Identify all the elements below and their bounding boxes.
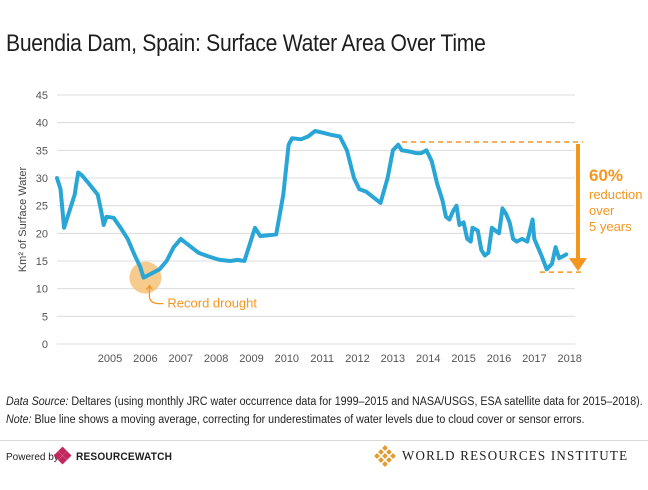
x-tick-label: 2018 [557,353,581,365]
resourcewatch-logo-icon[interactable] [54,447,72,465]
wri-logo-icon[interactable] [374,445,396,467]
reduction-arrowhead [569,258,587,272]
y-tick-label: 25 [36,201,48,213]
wri-wordmark[interactable]: WORLD RESOURCES INSTITUTE [402,449,629,464]
x-axis-ticks: 2005 2006 2007 2008 2009 2010 2011 2012 2013 2014… [98,353,582,365]
drought-leader-line [148,285,164,305]
x-tick-label: 2012 [345,353,369,365]
y-tick-label: 5 [42,311,48,323]
reduction-percent: 60% [589,166,623,185]
record-drought-annotation: Record drought [145,284,257,311]
y-tick-label: 30 [36,173,48,185]
data-source-line: Data Source: Deltares (using monthly JRC… [6,396,643,408]
powered-by-label: Powered by [6,452,59,463]
y-tick-label: 35 [36,145,48,157]
drought-arrowhead [145,284,153,290]
x-tick-label: 2007 [169,353,193,365]
y-axis-ticks: 0 5 10 15 20 25 30 35 40 45 [36,90,48,351]
x-tick-label: 2011 [310,353,334,365]
chart-title: Buendia Dam, Spain: Surface Water Area O… [6,30,486,57]
x-tick-label: 2015 [451,353,475,365]
x-tick-label: 2009 [239,353,263,365]
y-tick-label: 40 [36,118,48,130]
x-tick-label: 2008 [204,353,228,365]
y-tick-label: 45 [36,90,48,102]
series-line [55,129,569,280]
footer-divider [0,440,648,441]
y-tick-label: 20 [36,228,48,240]
y-tick-label: 10 [36,284,48,296]
record-drought-label: Record drought [167,296,257,311]
note-line: Note: Blue line shows a moving average, … [6,414,585,426]
y-tick-label: 0 [42,339,48,351]
reduction-text-line: 5 years [589,219,632,234]
resourcewatch-wordmark[interactable]: RESOURCEWATCH [76,451,173,463]
x-tick-label: 2013 [381,353,405,365]
x-tick-label: 2014 [416,353,440,365]
x-tick-label: 2016 [487,353,511,365]
reduction-text-line: reduction [589,187,642,202]
x-tick-label: 2010 [275,353,299,365]
x-tick-label: 2006 [133,353,157,365]
y-tick-label: 15 [36,256,48,268]
x-tick-label: 2005 [98,353,122,365]
reduction-text-line: over [589,203,615,218]
x-tick-label: 2017 [522,353,546,365]
y-axis-label: Km² of Surface Water [17,166,29,272]
